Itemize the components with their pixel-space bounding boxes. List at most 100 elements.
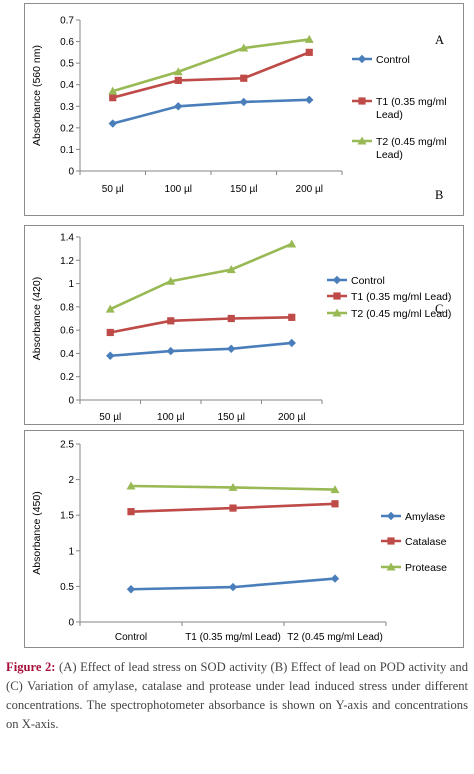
chart-a-series-3-line [112,38,310,93]
chart-a-series-3 [108,34,314,95]
chart-a-y-tick-label: 0.5 [60,59,74,70]
figure-caption-text: (A) Effect of lead stress on SOD activit… [6,660,468,731]
chart-a-svg: 0 0.1 0.2 0.3 0.4 0.5 0.6 0.7 50 µl 100 µl 150 µl 2… [31,16,447,203]
chart-c-legend-swatch-marker [386,562,396,571]
chart-panel-b: 0 0.2 0.4 0.6 0.8 1 1.2 1.4 50 µl 100 µl 150 µl 200… [24,225,464,425]
chart-a-legend-label: Control [376,54,410,66]
chart-c-series-2 [127,500,339,516]
chart-a-panel-label: A [435,33,444,47]
chart-b-series-1-point [227,344,236,353]
chart-a-series-1-point [239,97,248,107]
chart-c-x-tick-label: T1 (0.35 mg/ml Lead) [185,632,281,643]
chart-a-series-2-point [305,48,313,56]
figure-caption: Figure 2: (A) Effect of lead stress on S… [6,658,468,734]
chart-c-y-tick-label: 0 [68,618,74,629]
chart-a-legend-label: Lead) [376,109,403,121]
chart-c-series-3-point [228,482,238,491]
chart-b-x-tick-label: 200 µl [278,412,305,423]
chart-a-legend-swatch-marker [357,54,367,64]
chart-c-series-3-point [126,481,136,490]
chart-b-series-2-point [167,317,175,325]
chart-c-legend-swatch-marker [387,537,395,545]
chart-b-svg: 0 0.2 0.4 0.6 0.8 1 1.2 1.4 50 µl 100 µl 150 µl 200… [31,233,452,424]
chart-a-y-tick-label: 0.3 [60,102,74,113]
chart-a-y-tick-label: 0.2 [60,123,74,134]
chart-c-y-tick-label: 1.5 [60,511,74,522]
chart-a-x-tick-label: 200 µl [296,184,323,195]
chart-a-x-tick-label: 50 µl [102,184,124,195]
chart-a-series-3-point [173,67,183,76]
chart-b-y-tick-label: 0.4 [60,349,74,360]
chart-b-series-3-point [287,239,297,248]
chart-a-series-3-point [239,43,249,52]
chart-a-series-1 [108,95,314,128]
chart-b-y-axis-title: Absorbance (420) [31,277,43,360]
chart-b-series-1 [106,338,296,360]
chart-a-x-tick-label: 100 µl [165,184,192,195]
chart-b-x-tick-label: 50 µl [99,412,121,423]
chart-c-series-2-point [229,504,237,512]
chart-b-legend-label: Control [351,275,385,287]
chart-c-x-tick-label: T2 (0.45 mg/ml Lead) [287,632,383,643]
chart-b-legend-swatch-marker [332,275,342,285]
chart-a-y-tick-label: 0.7 [60,16,74,27]
chart-b-series-3-line [109,242,293,311]
chart-b-series-3-point [166,276,176,285]
chart-c-series-3 [126,481,340,494]
chart-c-y-tick-label: 0.5 [60,582,74,593]
chart-a-y-axis-title: Absorbance (560 nm) [31,45,43,146]
chart-b-series-2-line [110,316,292,334]
chart-a-legend-label: Lead) [376,149,403,161]
chart-c-legend-label: Catalase [405,536,447,548]
chart-b-series-3 [105,239,297,313]
chart-b-legend-swatch-marker [333,292,341,300]
chart-b-series-2-point [288,313,296,321]
chart-b-x-tick-label: 100 µl [157,412,184,423]
chart-a-x-tick-label: 150 µl [230,184,257,195]
chart-a-series-1-line [112,98,310,125]
chart-a-series-3-point [108,86,118,95]
chart-c-y-tick-label: 2.5 [60,440,74,451]
chart-b-series-3-point [226,265,236,274]
chart-b-legend-swatch-marker [332,308,342,317]
chart-c-series-1 [126,574,340,594]
chart-b-series-1-point [106,351,115,360]
chart-a-y-tick-label: 0.6 [60,37,74,48]
chart-a-series-2-point [174,76,182,84]
chart-a-y-tick-label: 0.4 [60,80,74,91]
chart-b-legend-label: T2 (0.45 mg/ml Lead) [351,308,451,320]
chart-b-y-tick-label: 0.6 [60,326,74,337]
chart-b-x-tick-label: 150 µl [218,412,245,423]
chart-a-extra-label: B [435,188,443,202]
chart-a-legend-swatch-marker [358,97,366,105]
chart-panel-c: 0 0.5 1 1.5 2 2.5 Control T1 (0.35 mg/ml Lead) T… [24,430,464,648]
chart-c-legend-swatch-marker [386,511,396,521]
chart-a-legend-label: T2 (0.45 mg/ml [376,136,447,148]
chart-c-svg: 0 0.5 1 1.5 2 2.5 Control T1 (0.35 mg/ml Lead) T… [31,440,447,644]
chart-c-series-1-point [330,574,340,583]
chart-a-series-1-point [174,102,183,111]
chart-a-series-3-point [304,34,314,43]
chart-b-series-2-point [227,314,235,323]
chart-c-series-2-point [331,500,339,508]
chart-b-series-2 [106,313,296,337]
chart-b-series-1-line [110,341,292,358]
chart-c-y-axis-title: Absorbance (450) [31,491,43,574]
chart-a-series-2-point [240,74,248,82]
chart-a-y-tick-label: 0.1 [60,145,74,156]
chart-c-y-tick-label: 1 [68,546,74,557]
chart-b-y-tick-label: 1 [68,279,74,290]
chart-b-y-tick-label: 1.4 [60,233,74,244]
chart-a-legend-label: T1 (0.35 mg/ml [376,96,447,108]
chart-a-series-1-point [305,95,314,105]
chart-b-y-tick-label: 0 [68,396,74,407]
chart-b-series-1-point [287,338,296,348]
chart-b-panel-label: C [435,302,443,316]
chart-c-series-1-point [228,582,238,592]
chart-b-y-tick-label: 0.2 [60,372,74,383]
chart-c-series-2-point [127,508,135,516]
figure-label: Figure 2: [6,660,56,674]
chart-b-series-2-point [106,328,114,337]
chart-a-y-tick-label: 0 [68,167,74,178]
chart-c-x-tick-label: Control [115,632,147,643]
